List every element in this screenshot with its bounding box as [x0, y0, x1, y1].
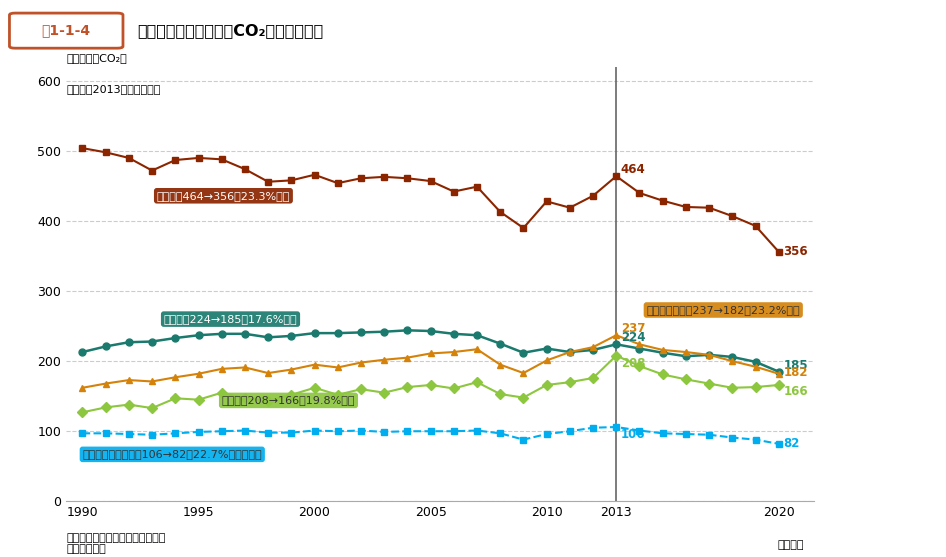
- Text: 464: 464: [621, 163, 646, 175]
- Text: エネルギー転換部門106→82〔22.7%減〕（注）: エネルギー転換部門106→82〔22.7%減〕（注）: [82, 449, 262, 460]
- Text: 〔　〕は2013年度比増減率: 〔 〕は2013年度比増減率: [66, 84, 161, 94]
- Text: 356: 356: [783, 245, 808, 258]
- Text: 部門別エネルギー起源CO₂排出量の推移: 部門別エネルギー起源CO₂排出量の推移: [137, 23, 324, 38]
- Text: 185: 185: [783, 359, 808, 372]
- Text: 166: 166: [783, 385, 808, 398]
- FancyBboxPatch shape: [9, 13, 123, 48]
- Text: 182: 182: [783, 366, 808, 379]
- Text: 注：電気熱配分統計計誤差を除く: 注：電気熱配分統計計誤差を除く: [66, 533, 166, 543]
- Text: 資料：環境省: 資料：環境省: [66, 544, 106, 554]
- Text: 224: 224: [621, 331, 645, 344]
- Text: （百万トンCO₂）: （百万トンCO₂）: [66, 53, 127, 63]
- Text: 237: 237: [621, 322, 645, 335]
- Text: 82: 82: [783, 437, 799, 451]
- Text: 図1-1-4: 図1-1-4: [42, 23, 91, 38]
- Text: 208: 208: [621, 356, 645, 370]
- Text: 業務その他部門237→182〔23.2%減〕: 業務その他部門237→182〔23.2%減〕: [646, 305, 800, 315]
- Text: 家庭部門208→166〔19.8%減〕: 家庭部門208→166〔19.8%減〕: [221, 395, 355, 405]
- Text: 産業部門464→356〔23.3%減〕: 産業部門464→356〔23.3%減〕: [157, 191, 290, 201]
- Text: 運輸部門224→185〔17.6%減〕: 運輸部門224→185〔17.6%減〕: [164, 314, 297, 324]
- Text: （年度）: （年度）: [777, 540, 803, 550]
- Text: 106: 106: [621, 428, 645, 441]
